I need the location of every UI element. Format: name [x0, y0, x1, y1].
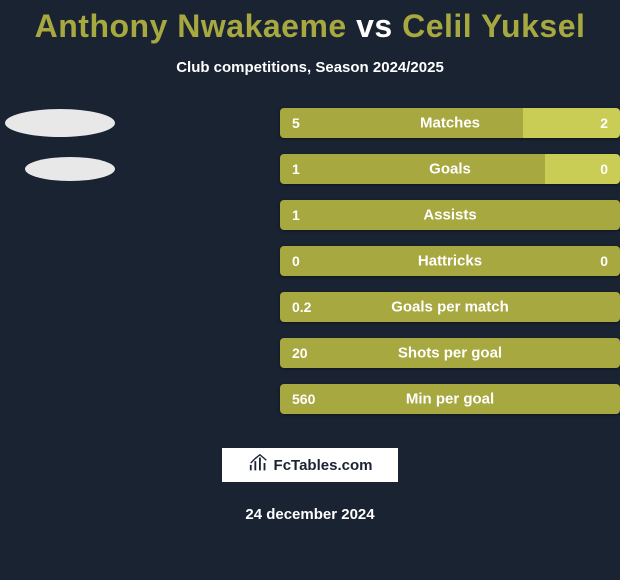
stat-bar: 20Shots per goal: [140, 338, 480, 368]
stat-left-value: 560: [292, 391, 315, 407]
stat-row: 0.2Goals per match: [0, 284, 620, 330]
stat-bar: 52Matches: [140, 108, 480, 138]
logo-text: FcTables.com: [274, 457, 373, 474]
stat-left-value: 5: [292, 115, 300, 131]
stat-bar: 00Hattricks: [140, 246, 480, 276]
stat-bar-right-seg: [545, 154, 620, 184]
stat-right-value: 2: [600, 115, 608, 131]
stat-bar-left-seg: [280, 384, 620, 414]
stat-bar-inner: 10Goals: [280, 154, 620, 184]
stat-row: 00Hattricks: [0, 238, 620, 284]
stat-bar-left-seg: [280, 292, 620, 322]
stat-row: 10Goals: [0, 146, 620, 192]
stat-row: 560Min per goal: [0, 376, 620, 422]
stat-bar-left-seg: [280, 338, 620, 368]
player1-club-icon: [5, 109, 115, 137]
subtitle: Club competitions, Season 2024/2025: [0, 59, 620, 76]
stat-bar-left-seg: [280, 246, 620, 276]
stat-left-value: 0: [292, 253, 300, 269]
stat-left-value: 1: [292, 207, 300, 223]
stat-bar-inner: 52Matches: [280, 108, 620, 138]
stat-bar-left-seg: [280, 200, 620, 230]
stat-row: 20Shots per goal: [0, 330, 620, 376]
player2-name: Celil Yuksel: [402, 8, 585, 44]
stat-left-value: 20: [292, 345, 308, 361]
player1-name: Anthony Nwakaeme: [35, 8, 347, 44]
stat-bar-inner: 0.2Goals per match: [280, 292, 620, 322]
stat-row: 52Matches: [0, 100, 620, 146]
stat-row: 1Assists: [0, 192, 620, 238]
logo-box[interactable]: FcTables.com: [220, 446, 400, 484]
stat-left-value: 1: [292, 161, 300, 177]
stat-bar-inner: 00Hattricks: [280, 246, 620, 276]
player1-club-icon: [25, 157, 115, 181]
stats-rows: 52Matches 10Goals 1Assists 00Hattricks 0.2Go…: [0, 100, 620, 422]
stat-bar-inner: 560Min per goal: [280, 384, 620, 414]
stat-bar: 10Goals: [140, 154, 480, 184]
chart-icon: [248, 452, 270, 479]
vs-separator: vs: [356, 8, 393, 44]
stat-right-value: 0: [600, 161, 608, 177]
stat-bar-inner: 1Assists: [280, 200, 620, 230]
stat-bar: 1Assists: [140, 200, 480, 230]
stat-right-value: 0: [600, 253, 608, 269]
stat-bar-left-seg: [280, 154, 545, 184]
stat-bar: 0.2Goals per match: [140, 292, 480, 322]
stat-bar-left-seg: [280, 108, 523, 138]
date-label: 24 december 2024: [0, 506, 620, 523]
stat-bar-inner: 20Shots per goal: [280, 338, 620, 368]
stat-bar: 560Min per goal: [140, 384, 480, 414]
comparison-title: Anthony Nwakaeme vs Celil Yuksel: [0, 0, 620, 45]
stat-left-value: 0.2: [292, 299, 311, 315]
